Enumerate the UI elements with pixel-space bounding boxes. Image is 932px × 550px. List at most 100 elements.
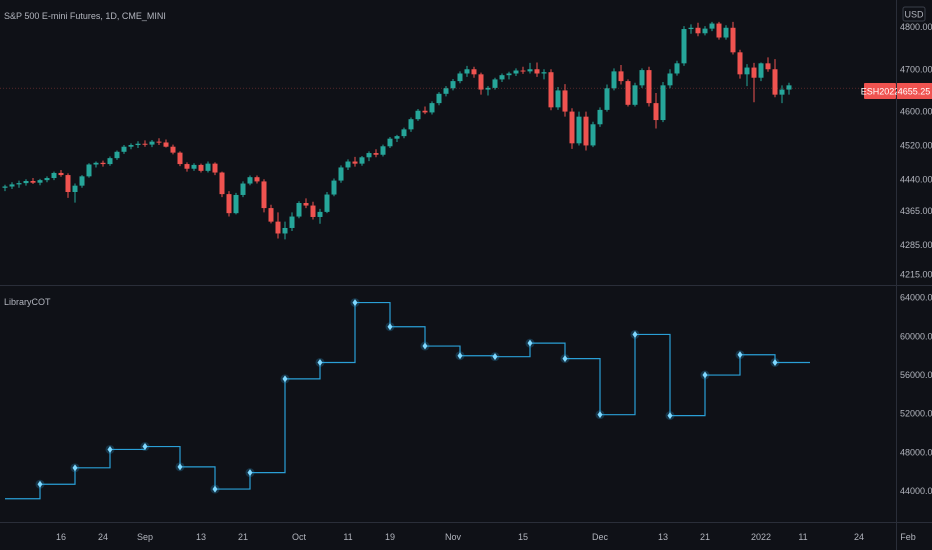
candle[interactable] (121, 145, 127, 154)
candle[interactable] (408, 117, 414, 132)
candle[interactable] (422, 106, 428, 115)
candle[interactable] (93, 161, 99, 168)
candle[interactable] (163, 139, 169, 148)
cot-marker[interactable] (385, 322, 395, 332)
cot-marker[interactable] (315, 357, 325, 367)
candle[interactable] (548, 69, 554, 111)
candle[interactable] (275, 212, 281, 239)
cot-marker[interactable] (70, 463, 80, 473)
candle[interactable] (30, 178, 36, 184)
candle[interactable] (114, 150, 120, 160)
candle[interactable] (72, 183, 78, 203)
candle[interactable] (380, 144, 386, 157)
candle[interactable] (660, 81, 666, 123)
cot-axis[interactable]: 64000.00 60000.00 56000.00 52000.00 48000.00… (900, 293, 932, 496)
candle[interactable] (667, 69, 673, 89)
candle[interactable] (569, 108, 575, 149)
candle[interactable] (135, 141, 141, 148)
candle[interactable] (401, 127, 407, 139)
candle[interactable] (352, 156, 358, 167)
cot-marker[interactable] (140, 442, 150, 452)
candle[interactable] (555, 87, 561, 110)
candle[interactable] (240, 181, 246, 198)
candle[interactable] (513, 68, 519, 77)
candle[interactable] (618, 65, 624, 85)
candle[interactable] (485, 86, 491, 96)
candle[interactable] (611, 68, 617, 91)
candle[interactable] (16, 180, 22, 188)
price-axis[interactable]: 4800.00 4700.00 4600.00 4520.00 4440.00 4365.… (900, 22, 932, 280)
candle[interactable] (79, 175, 85, 188)
candle[interactable] (128, 143, 134, 150)
currency-badge[interactable]: USD (902, 6, 926, 22)
cot-marker[interactable] (350, 298, 360, 308)
candle[interactable] (324, 192, 330, 214)
candle[interactable] (429, 101, 435, 115)
candle[interactable] (296, 201, 302, 219)
candle[interactable] (100, 160, 106, 167)
candle[interactable] (702, 26, 708, 36)
candle[interactable] (744, 64, 750, 87)
candle[interactable] (779, 85, 785, 104)
candle[interactable] (583, 111, 589, 151)
candle[interactable] (436, 92, 442, 106)
candle[interactable] (674, 60, 680, 76)
candle[interactable] (177, 151, 183, 167)
cot-marker[interactable] (245, 468, 255, 478)
candle[interactable] (723, 25, 729, 40)
candle[interactable] (450, 78, 456, 91)
cot-marker[interactable] (525, 338, 535, 348)
candle[interactable] (65, 173, 71, 198)
candle[interactable] (394, 134, 400, 143)
candle[interactable] (170, 144, 176, 155)
cot-marker[interactable] (735, 350, 745, 360)
candle[interactable] (219, 171, 225, 198)
candle[interactable] (107, 156, 113, 166)
time-axis[interactable]: 16 24 Sep 13 21 Oct 11 19 Nov 15 Dec 13 21 2022 11 24 Fe… (56, 532, 916, 542)
candle[interactable] (191, 163, 197, 171)
candle[interactable] (653, 92, 659, 129)
candle[interactable] (457, 71, 463, 84)
candle[interactable] (268, 204, 274, 224)
candle[interactable] (2, 184, 8, 192)
candle[interactable] (23, 179, 29, 186)
candle[interactable] (688, 24, 694, 34)
candle[interactable] (282, 221, 288, 240)
candle[interactable] (604, 84, 610, 112)
candle[interactable] (597, 107, 603, 127)
candle[interactable] (625, 79, 631, 107)
candle[interactable] (492, 77, 498, 90)
cot-marker[interactable] (280, 374, 290, 384)
candle[interactable] (646, 66, 652, 107)
candle[interactable] (359, 156, 365, 166)
candle[interactable] (590, 121, 596, 148)
candle[interactable] (338, 165, 344, 183)
candle[interactable] (730, 21, 736, 55)
candle[interactable] (156, 138, 162, 146)
cot-marker[interactable] (175, 462, 185, 472)
candle[interactable] (289, 212, 295, 231)
candle[interactable] (345, 159, 351, 170)
cot-marker[interactable] (665, 411, 675, 421)
cot-marker[interactable] (35, 479, 45, 489)
candle[interactable] (261, 179, 267, 213)
candle[interactable] (527, 62, 533, 74)
candle[interactable] (737, 49, 743, 79)
candle[interactable] (681, 26, 687, 66)
cot-marker[interactable] (105, 444, 115, 454)
candle[interactable] (205, 161, 211, 173)
candle[interactable] (212, 162, 218, 176)
candle[interactable] (499, 73, 505, 82)
cot-marker[interactable] (560, 354, 570, 364)
candle[interactable] (639, 68, 645, 88)
candle[interactable] (506, 71, 512, 80)
candle[interactable] (366, 151, 372, 162)
cot-marker[interactable] (630, 329, 640, 339)
candle[interactable] (765, 57, 771, 72)
candle[interactable] (9, 182, 15, 190)
candle[interactable] (331, 178, 337, 197)
cot-pane[interactable] (5, 298, 810, 500)
cot-marker[interactable] (770, 357, 780, 367)
candle[interactable] (51, 171, 57, 181)
